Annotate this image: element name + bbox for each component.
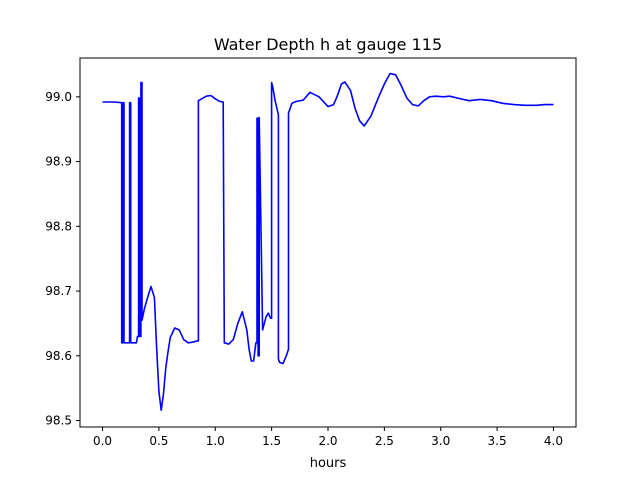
water-depth-line: [102, 72, 554, 412]
x-axis-ticks: 0.0 0.5 1.0 1.5 2.0 2.5 3.0 3.5 4.0: [93, 427, 563, 448]
x-tick-label: 1.5: [262, 434, 281, 448]
x-tick-label: 0.5: [149, 434, 168, 448]
axes-frame: [79, 57, 577, 428]
plot-area: 0.0 0.5 1.0 1.5 2.0 2.5 3.0 3.5 4.0 98.5 98.6 98.7…: [45, 57, 577, 448]
x-tick-label: 2.5: [375, 434, 394, 448]
y-tick-label: 98.7: [45, 284, 72, 298]
y-tick-label: 98.8: [45, 219, 72, 233]
y-axis-ticks: 98.5 98.6 98.7 98.8 98.9 99.0: [45, 90, 80, 428]
x-tick-label: 2.0: [318, 434, 337, 448]
y-tick-label: 98.5: [45, 414, 72, 428]
y-tick-label: 98.6: [45, 349, 72, 363]
x-tick-label: 1.0: [206, 434, 225, 448]
chart-title: Water Depth h at gauge 115: [214, 35, 442, 54]
series-group: [102, 72, 554, 412]
y-tick-label: 98.9: [45, 155, 72, 169]
y-tick-label: 99.0: [45, 90, 72, 104]
x-tick-label: 3.5: [488, 434, 507, 448]
axes-background: [80, 58, 576, 427]
x-axis-label: hours: [310, 456, 347, 471]
x-tick-label: 3.0: [431, 434, 450, 448]
x-tick-label: 4.0: [544, 434, 563, 448]
x-tick-label: 0.0: [93, 434, 112, 448]
